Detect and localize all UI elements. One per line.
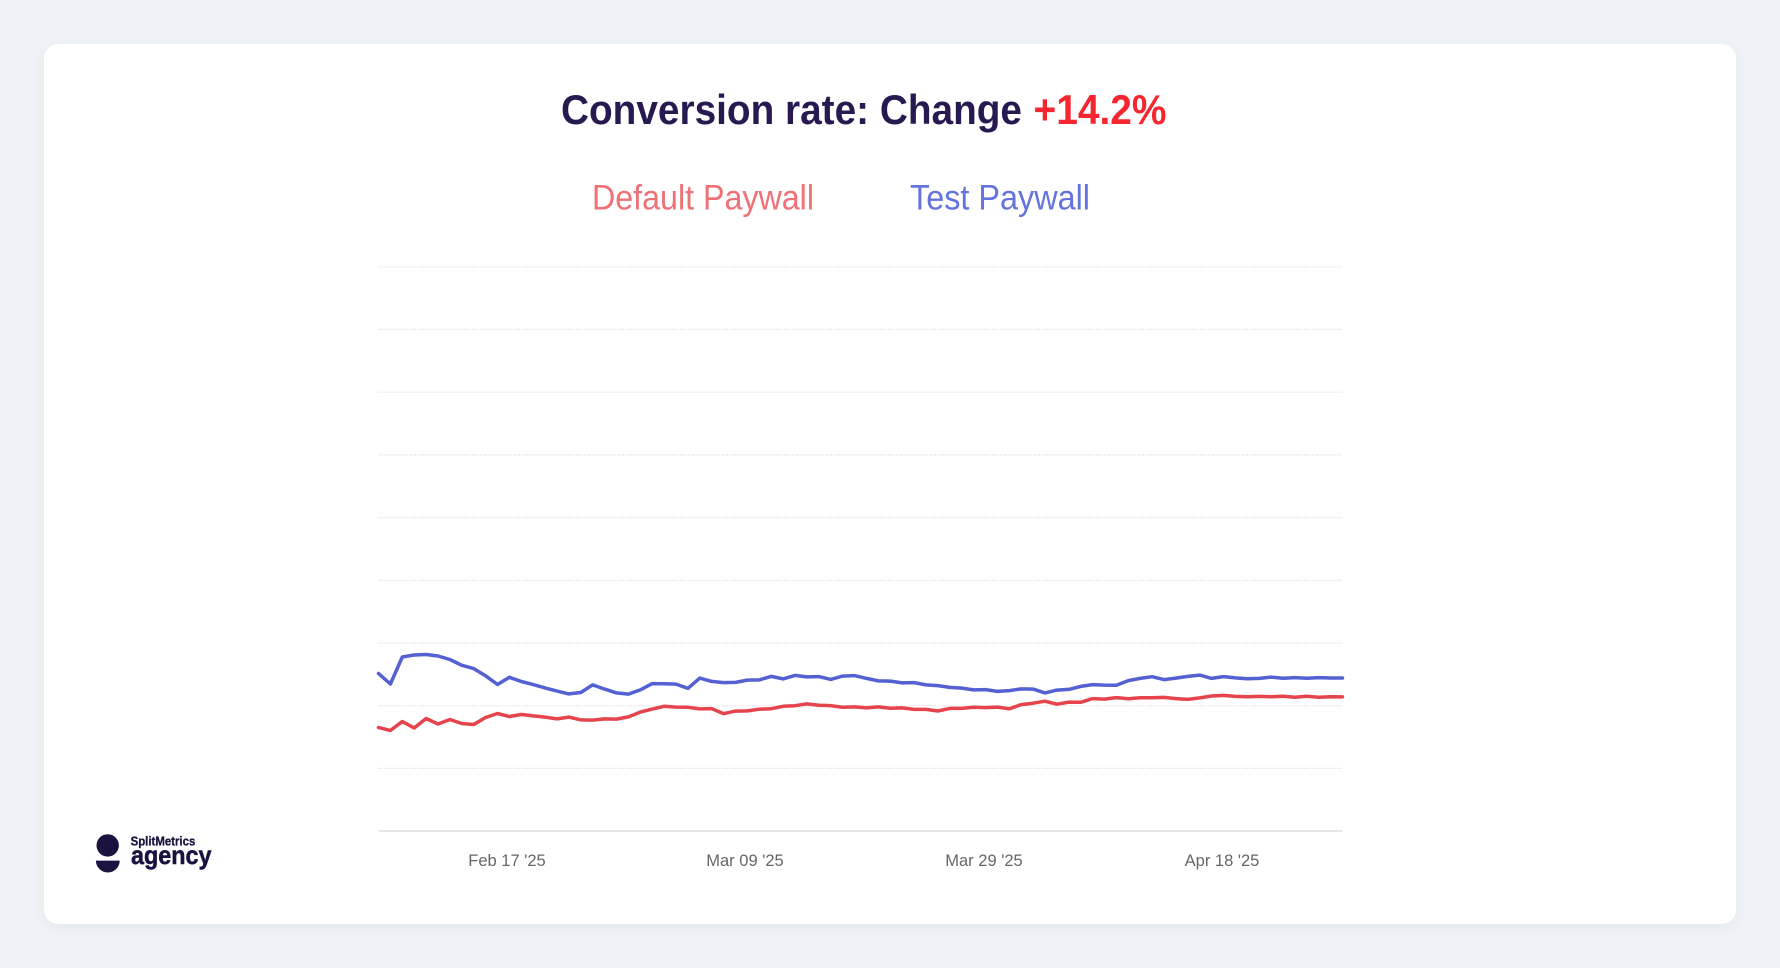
svg-text:Test Paywall: Test Paywall (910, 179, 1090, 218)
svg-text:Feb 17 '25: Feb 17 '25 (468, 852, 545, 870)
svg-text:Default Paywall: Default Paywall (592, 179, 814, 218)
svg-text:Mar 29 '25: Mar 29 '25 (945, 852, 1022, 870)
svg-text:Conversion rate: Change: Conversion rate: Change (561, 86, 1022, 133)
svg-text:Apr 18 '25: Apr 18 '25 (1185, 852, 1260, 870)
svg-text:SplitMetrics: SplitMetrics (131, 834, 196, 848)
svg-text:+14.2%: +14.2% (1034, 86, 1167, 133)
svg-text:agency: agency (131, 840, 212, 870)
svg-text:Mar 09 '25: Mar 09 '25 (706, 852, 783, 870)
